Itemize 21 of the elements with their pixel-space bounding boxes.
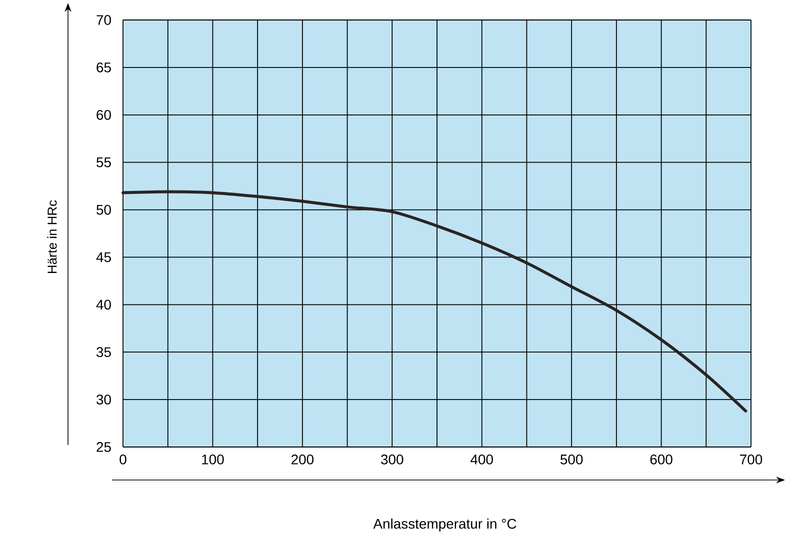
y-tick-label: 25 — [96, 442, 111, 452]
y-tick-label: 30 — [96, 394, 111, 404]
y-tick-label: 70 — [96, 15, 111, 25]
y-tick-label: 55 — [96, 157, 111, 168]
x-tick-label: 600 — [650, 454, 672, 464]
x-tick-label: 500 — [560, 454, 583, 464]
y-tick-label: 60 — [96, 110, 111, 120]
x-tick-label: 100 — [202, 454, 224, 464]
x-tick-label: 400 — [470, 454, 493, 464]
x-tick-label: 700 — [740, 454, 762, 464]
x-axis-title: Anlasstemperatur in °C — [373, 518, 516, 532]
x-tick-label: 0 — [120, 454, 126, 464]
y-tick-label: 40 — [96, 300, 111, 310]
x-tick-label: 300 — [381, 454, 404, 464]
y-tick-label: 65 — [96, 62, 111, 72]
line-series — [122, 190, 748, 412]
y-tick-label: 35 — [96, 347, 111, 358]
y-tick-label: 50 — [96, 204, 111, 215]
x-tick-label: 200 — [291, 454, 314, 464]
y-tick-label: 45 — [96, 252, 111, 262]
y-axis-title: Härte in HRc — [47, 200, 57, 273]
